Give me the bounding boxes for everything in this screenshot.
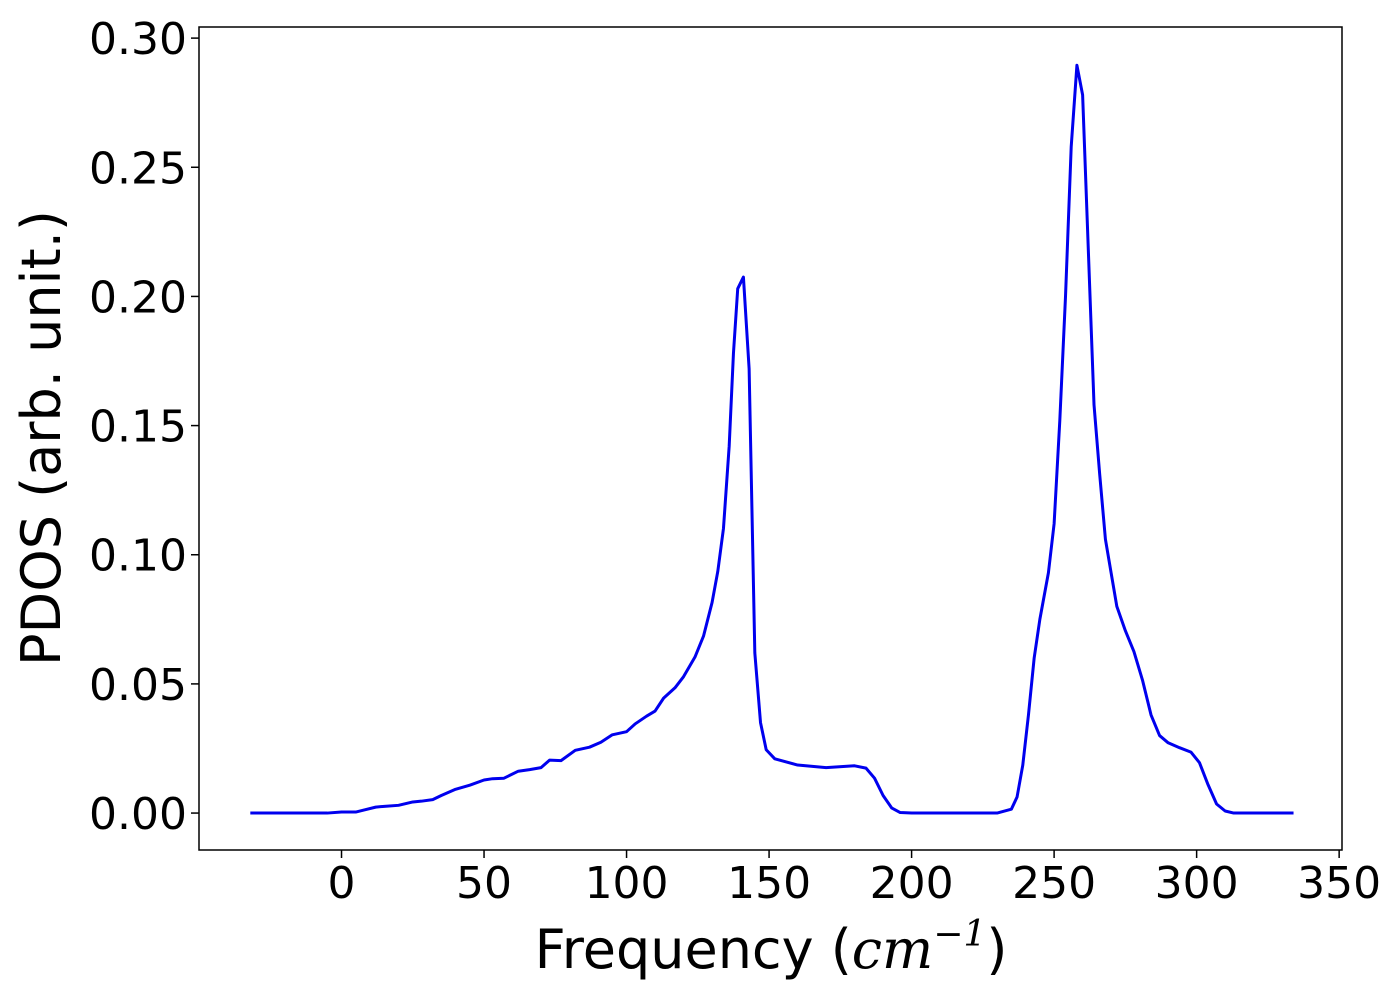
x-tick-label: 200 [870,858,954,909]
x-tick-label: 50 [456,858,512,909]
y-tick-label: 0.00 [89,789,187,840]
x-axis-label: Frequency (cm−1) [535,914,1008,981]
pdos-series-line [250,63,1294,815]
x-tick-label: 300 [1155,858,1239,909]
plot-frame [198,26,1343,851]
y-tick-label: 0.05 [89,660,187,711]
y-axis-label: PDOS (arb. unit.) [10,210,73,666]
y-tick-label: 0.15 [89,402,187,453]
x-tick-label: 150 [727,858,811,909]
y-tick-label: 0.20 [89,272,187,323]
y-tick-label: 0.25 [89,143,187,194]
x-tick-label: 250 [1012,858,1096,909]
x-tick-label: 350 [1297,858,1381,909]
y-tick-label: 0.10 [89,531,187,582]
y-axis-ticks: 0.00 0.05 0.10 0.15 0.20 0.25 0.30 [89,14,199,840]
y-tick-label: 0.30 [89,14,187,65]
x-tick-label: 0 [328,858,356,909]
x-axis-ticks: 0 50 100 150 200 250 300 350 [328,850,1381,909]
x-tick-label: 100 [585,858,669,909]
